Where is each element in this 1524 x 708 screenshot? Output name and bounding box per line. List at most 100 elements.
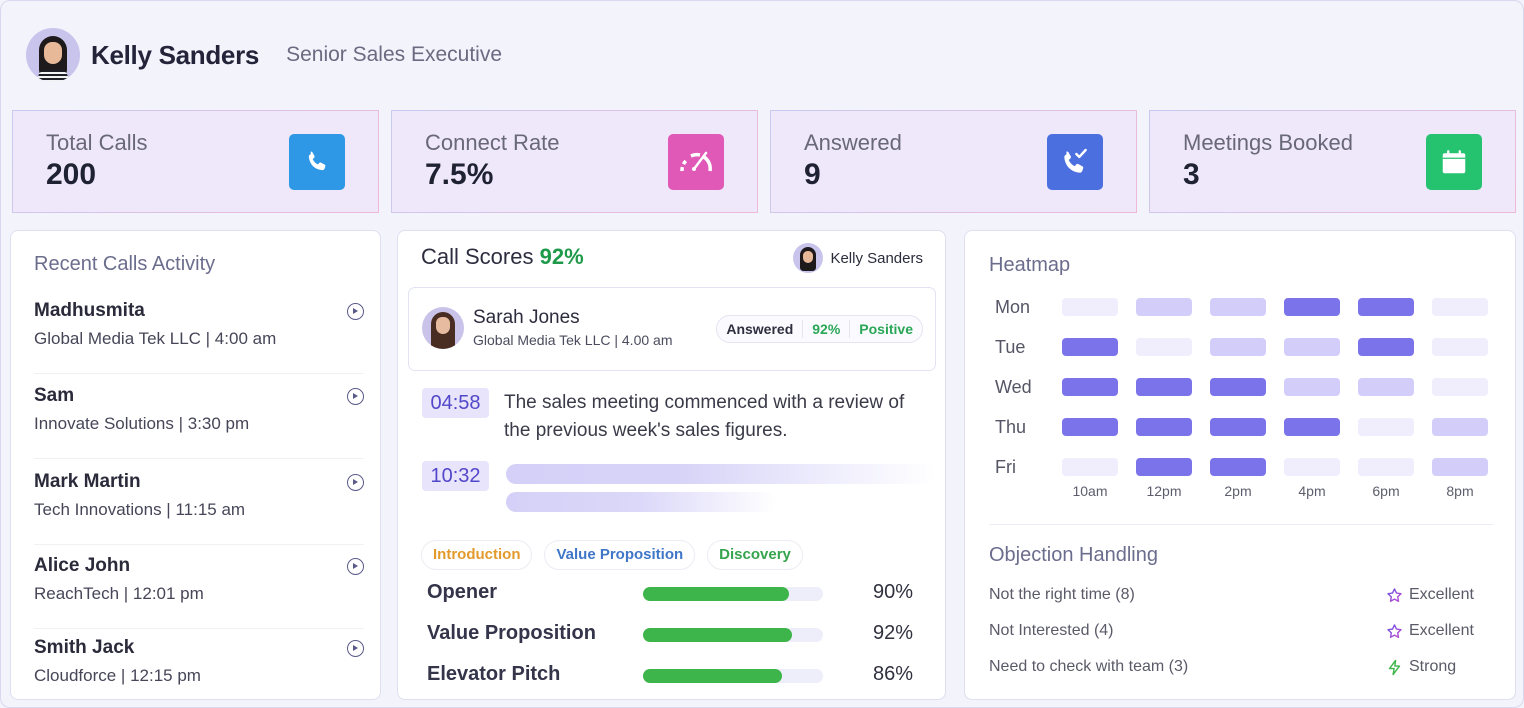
- call-list-item[interactable]: Madhusmita Global Media Tek LLC | 4:00 a…: [34, 300, 364, 386]
- divider: [34, 458, 364, 459]
- heatmap-cell[interactable]: [1358, 338, 1414, 356]
- heatmap-cell[interactable]: [1062, 458, 1118, 476]
- call-meta: Innovate Solutions | 3:30 pm: [34, 414, 250, 433]
- timestamp-button[interactable]: 10:32: [422, 461, 489, 491]
- heatmap-panel: Heatmap Mon Tue Wed Thu Fri 10am 12pm 2pm 4pm 6pm…: [964, 230, 1516, 700]
- tag-value-proposition[interactable]: Value Proposition: [544, 540, 696, 570]
- avatar[interactable]: [26, 28, 80, 82]
- contact-meta: Global Media Tek LLC | 4.00 am: [473, 332, 673, 348]
- transcript-placeholder: [506, 464, 936, 484]
- metric-row: Opener 90%: [427, 581, 913, 607]
- call-scores-label: Call Scores: [421, 244, 534, 269]
- timestamp-button[interactable]: 04:58: [422, 388, 489, 418]
- heatmap-cell[interactable]: [1284, 298, 1340, 316]
- profile-role: Senior Sales Executive: [286, 43, 503, 66]
- metric-row: Elevator Pitch 86%: [427, 663, 913, 689]
- call-scores-title: Call Scores 92%: [421, 244, 584, 270]
- heatmap-cell[interactable]: [1284, 378, 1340, 396]
- heatmap-cell[interactable]: [1432, 458, 1488, 476]
- heatmap-time-label: 4pm: [1298, 483, 1326, 499]
- heatmap-time-label: 12pm: [1146, 483, 1182, 499]
- heatmap-cell[interactable]: [1210, 378, 1266, 396]
- call-list-item[interactable]: Alice John ReachTech | 12:01 pm: [34, 555, 364, 641]
- stat-card-total-calls[interactable]: Total Calls 200: [12, 110, 379, 213]
- stat-card-connect-rate[interactable]: Connect Rate 7.5%: [391, 110, 758, 213]
- progress-bar: [643, 628, 823, 642]
- heatmap-cell[interactable]: [1136, 298, 1192, 316]
- play-icon[interactable]: [347, 303, 364, 320]
- divider: [34, 628, 364, 629]
- call-list-item[interactable]: Smith Jack Cloudforce | 12:15 pm: [34, 637, 364, 708]
- play-icon[interactable]: [347, 474, 364, 491]
- heatmap-cell[interactable]: [1210, 458, 1266, 476]
- star-icon: [1387, 623, 1402, 638]
- progress-fill: [643, 628, 793, 642]
- objection-rating: Excellent: [1386, 622, 1474, 640]
- call-meta: Cloudforce | 12:15 pm: [34, 666, 201, 685]
- topic-tags: Introduction Value Proposition Discovery: [421, 540, 803, 570]
- heatmap-cell[interactable]: [1284, 338, 1340, 356]
- heatmap-cell[interactable]: [1210, 418, 1266, 436]
- heatmap-cell[interactable]: [1432, 338, 1488, 356]
- contact-name: Sarah Jones: [473, 307, 580, 328]
- heatmap-cell[interactable]: [1210, 298, 1266, 316]
- heatmap-cell[interactable]: [1210, 338, 1266, 356]
- transcript-placeholder: [506, 492, 776, 512]
- stat-card-answered[interactable]: Answered 9: [770, 110, 1137, 213]
- heatmap-cell[interactable]: [1432, 378, 1488, 396]
- heatmap-cell[interactable]: [1358, 298, 1414, 316]
- heatmap-cell[interactable]: [1284, 418, 1340, 436]
- tag-discovery[interactable]: Discovery: [707, 540, 803, 570]
- heatmap-cell[interactable]: [1358, 378, 1414, 396]
- metric-value: 86%: [872, 663, 913, 685]
- heatmap-cell[interactable]: [1062, 298, 1118, 316]
- rating-label: Strong: [1409, 658, 1457, 675]
- heatmap-cell[interactable]: [1432, 418, 1488, 436]
- play-icon[interactable]: [347, 388, 364, 405]
- rating-label: Excellent: [1409, 622, 1474, 639]
- metric-label: Elevator Pitch: [427, 663, 561, 685]
- heatmap-cell[interactable]: [1062, 378, 1118, 396]
- agent-chip[interactable]: Kelly Sanders: [793, 243, 923, 273]
- speedometer-icon: [668, 134, 724, 190]
- stat-value: 7.5%: [425, 158, 494, 191]
- agent-name: Kelly Sanders: [830, 249, 923, 267]
- metric-label: Value Proposition: [427, 622, 596, 644]
- call-meta: ReachTech | 12:01 pm: [34, 584, 204, 603]
- progress-fill: [643, 587, 789, 601]
- stat-label: Connect Rate: [425, 130, 560, 155]
- heatmap-cell[interactable]: [1136, 418, 1192, 436]
- call-list-item[interactable]: Sam Innovate Solutions | 3:30 pm: [34, 385, 364, 471]
- stat-value: 3: [1183, 158, 1200, 191]
- star-icon: [1387, 587, 1402, 602]
- tag-introduction[interactable]: Introduction: [421, 540, 533, 570]
- heatmap-time-label: 2pm: [1224, 483, 1252, 499]
- heatmap-cell[interactable]: [1358, 418, 1414, 436]
- call-meta: Global Media Tek LLC | 4:00 am: [34, 329, 277, 348]
- heatmap-cell[interactable]: [1358, 458, 1414, 476]
- objection-row: Not Interested (4) Excellent: [989, 622, 1481, 644]
- heatmap-cell[interactable]: [1062, 338, 1118, 356]
- play-icon[interactable]: [347, 640, 364, 657]
- heatmap-cell[interactable]: [1062, 418, 1118, 436]
- heatmap-time-label: 6pm: [1372, 483, 1400, 499]
- heatmap-cell[interactable]: [1136, 338, 1192, 356]
- call-card[interactable]: Sarah Jones Global Media Tek LLC | 4.00 …: [408, 287, 936, 371]
- phone-icon: [289, 134, 345, 190]
- call-list-item[interactable]: Mark Martin Tech Innovations | 11:15 am: [34, 471, 364, 557]
- play-icon[interactable]: [347, 558, 364, 575]
- rating-label: Excellent: [1409, 586, 1474, 603]
- heatmap-day-label: Wed: [995, 377, 1032, 397]
- heatmap-cell[interactable]: [1136, 458, 1192, 476]
- heatmap-cell[interactable]: [1136, 378, 1192, 396]
- objection-label: Not Interested (4): [989, 622, 1114, 639]
- divider: [34, 544, 364, 545]
- profile-header: Kelly Sanders Senior Sales Executive: [26, 28, 502, 82]
- stat-card-meetings-booked[interactable]: Meetings Booked 3: [1149, 110, 1516, 213]
- caller-name: Madhusmita: [34, 300, 145, 321]
- heatmap-cell[interactable]: [1432, 298, 1488, 316]
- transcript-text: The sales meeting commenced with a revie…: [504, 392, 905, 441]
- progress-bar: [643, 587, 823, 601]
- heatmap-time-label: 10am: [1072, 483, 1108, 499]
- heatmap-cell[interactable]: [1284, 458, 1340, 476]
